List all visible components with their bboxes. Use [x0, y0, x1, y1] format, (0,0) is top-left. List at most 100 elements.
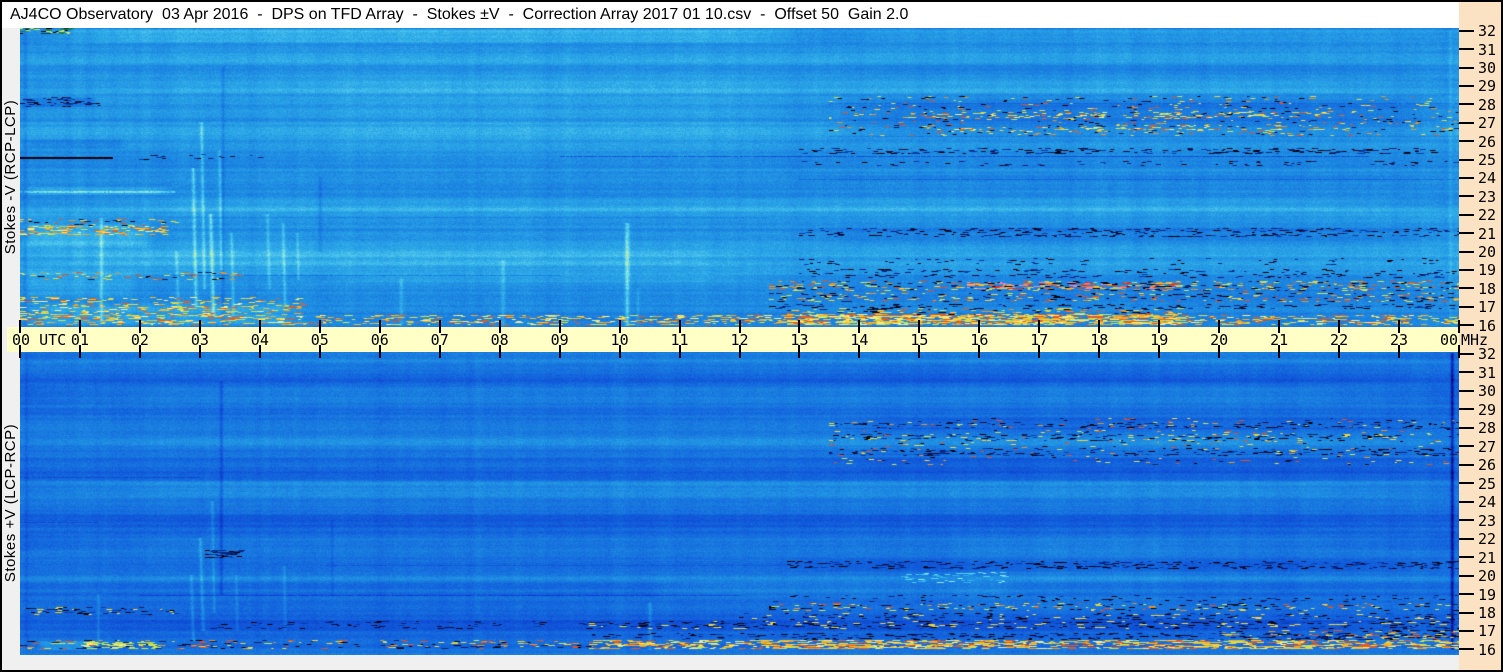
- hour-tick: [19, 345, 21, 358]
- hour-tick: [198, 345, 201, 358]
- hour-tick: [978, 320, 981, 333]
- hour-tick: [258, 345, 261, 358]
- hour-tick: [19, 320, 21, 333]
- freq-tick: [1459, 352, 1474, 355]
- freq-tick: [1459, 66, 1474, 69]
- hour-tick: [1218, 345, 1221, 358]
- freq-label: 29: [1478, 400, 1497, 419]
- hour-label: 12: [730, 331, 749, 349]
- freq-label: 22: [1478, 206, 1497, 225]
- hour-label: 18: [1090, 331, 1109, 349]
- freq-label: 16: [1478, 640, 1497, 659]
- freq-tick: [1459, 593, 1474, 596]
- hour-label: 00 UTC: [12, 331, 67, 349]
- freq-label: 30: [1478, 382, 1497, 401]
- frequency-axis-column: [1459, 2, 1501, 670]
- hour-label: 23: [1390, 331, 1409, 349]
- freq-label: 23: [1478, 187, 1497, 206]
- hour-tick: [198, 320, 201, 333]
- hour-tick: [258, 320, 261, 333]
- hour-label: 16: [970, 331, 989, 349]
- freq-tick: [1459, 195, 1474, 198]
- hour-tick: [558, 320, 561, 333]
- hour-tick: [798, 345, 801, 358]
- hour-tick: [378, 345, 381, 358]
- hour-tick: [1278, 320, 1281, 333]
- hour-tick: [498, 320, 501, 333]
- panel-label-stokes-plus-v: Stokes +V (LCP-RCP): [2, 423, 19, 583]
- hour-label: 07: [430, 331, 449, 349]
- spectrogram-stokes-minus-v: [20, 28, 1459, 327]
- freq-tick: [1459, 574, 1474, 577]
- freq-label: 24: [1478, 169, 1497, 188]
- hour-tick: [1338, 320, 1341, 333]
- freq-label: 19: [1478, 585, 1497, 604]
- hour-label: 17: [1030, 331, 1049, 349]
- freq-label: 26: [1478, 456, 1497, 475]
- freq-label: 27: [1478, 437, 1497, 456]
- hour-tick: [618, 320, 621, 333]
- freq-label: 28: [1478, 419, 1497, 438]
- hour-tick: [738, 345, 741, 358]
- hour-tick: [918, 345, 921, 358]
- freq-tick: [1459, 29, 1474, 32]
- freq-tick: [1459, 158, 1474, 161]
- hour-tick: [918, 320, 921, 333]
- hour-tick: [1158, 320, 1161, 333]
- freq-label: 31: [1478, 40, 1497, 59]
- hour-label: 11: [670, 331, 689, 349]
- hour-tick: [1458, 320, 1460, 333]
- hour-label: 21: [1270, 331, 1289, 349]
- hour-tick: [858, 320, 861, 333]
- hour-tick: [798, 320, 801, 333]
- hour-label: 19: [1150, 331, 1169, 349]
- hour-label: 02: [130, 331, 149, 349]
- hour-tick: [438, 320, 441, 333]
- freq-tick: [1459, 121, 1474, 124]
- freq-tick: [1459, 287, 1474, 290]
- freq-tick: [1459, 213, 1474, 216]
- hour-tick: [318, 320, 321, 333]
- hour-tick: [678, 320, 681, 333]
- freq-tick: [1459, 324, 1474, 327]
- hour-tick: [78, 320, 81, 333]
- freq-label: 21: [1478, 224, 1497, 243]
- freq-label: 32: [1478, 345, 1497, 364]
- freq-label: 30: [1478, 59, 1497, 78]
- hour-label: 20: [1210, 331, 1229, 349]
- freq-label: 25: [1478, 474, 1497, 493]
- hour-label: 03: [190, 331, 209, 349]
- hour-tick: [318, 345, 321, 358]
- hour-label: 14: [850, 331, 869, 349]
- freq-tick: [1459, 140, 1474, 143]
- hour-tick: [1338, 345, 1341, 358]
- freq-tick: [1459, 48, 1474, 51]
- freq-label: 18: [1478, 279, 1497, 298]
- freq-label: 27: [1478, 114, 1497, 133]
- freq-tick: [1459, 519, 1474, 522]
- hour-tick: [1038, 320, 1041, 333]
- hour-label: 22: [1330, 331, 1349, 349]
- freq-tick: [1459, 408, 1474, 411]
- freq-tick: [1459, 648, 1474, 651]
- freq-tick: [1459, 556, 1474, 559]
- hour-tick: [1038, 345, 1041, 358]
- freq-label: 32: [1478, 22, 1497, 41]
- freq-label: 26: [1478, 132, 1497, 151]
- freq-tick: [1459, 305, 1474, 308]
- freq-label: 17: [1478, 298, 1497, 317]
- freq-tick: [1459, 482, 1474, 485]
- freq-label: 24: [1478, 493, 1497, 512]
- freq-tick: [1459, 445, 1474, 448]
- hour-tick: [1458, 345, 1460, 358]
- hour-label: 15: [910, 331, 929, 349]
- freq-tick: [1459, 250, 1474, 253]
- hour-tick: [1218, 320, 1221, 333]
- hour-tick: [378, 320, 381, 333]
- hour-tick: [678, 345, 681, 358]
- freq-tick: [1459, 463, 1474, 466]
- freq-label: 17: [1478, 622, 1497, 641]
- freq-tick: [1459, 426, 1474, 429]
- freq-label: 16: [1478, 316, 1497, 335]
